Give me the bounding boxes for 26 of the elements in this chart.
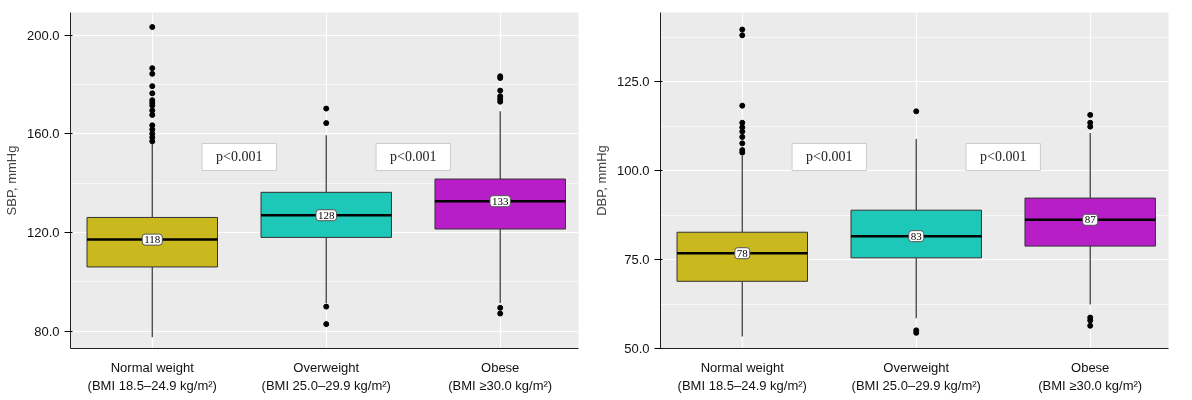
x-tick-label: Obese (BMI ≥30.0 kg/m²) bbox=[1038, 359, 1143, 393]
y-tick-label: 75.0 bbox=[624, 252, 650, 268]
y-tick-label: 120.0 bbox=[26, 224, 60, 240]
text: 133 bbox=[491, 194, 509, 207]
x-tick-label: Obese (BMI ≥30.0 kg/m²) bbox=[448, 359, 553, 393]
annotation: p<0.001 bbox=[216, 149, 263, 165]
y-tick-label: 200.0 bbox=[26, 27, 60, 43]
text: 118 bbox=[144, 233, 161, 246]
y-tick-label: 80.0 bbox=[34, 323, 60, 339]
text: 87 bbox=[1084, 213, 1096, 226]
y-axis-title: DBP, mmHg bbox=[593, 145, 609, 216]
annotation: p<0.001 bbox=[980, 149, 1027, 165]
x-tick-label: Overweight (BMI 25.0–29.9 kg/m²) bbox=[851, 359, 981, 393]
annotation: p<0.001 bbox=[390, 149, 437, 165]
y-tick-label: 125.0 bbox=[616, 74, 650, 90]
y-tick-label: 50.0 bbox=[624, 341, 650, 356]
text: 83 bbox=[910, 229, 922, 242]
annotation: p<0.001 bbox=[806, 149, 853, 165]
x-tick-label: Normal weight (BMI 18.5–24.9 kg/m²) bbox=[677, 359, 807, 393]
x-tick-label: Normal weight (BMI 18.5–24.9 kg/m²) bbox=[87, 359, 217, 393]
y-axis-title: SBP, mmHg bbox=[3, 145, 19, 216]
text: 128 bbox=[317, 208, 335, 221]
text: 78 bbox=[736, 246, 748, 259]
y-tick-label: 160.0 bbox=[26, 126, 60, 142]
x-tick-label: Overweight (BMI 25.0–29.9 kg/m²) bbox=[261, 359, 391, 393]
y-tick-label: 100.0 bbox=[616, 163, 650, 179]
